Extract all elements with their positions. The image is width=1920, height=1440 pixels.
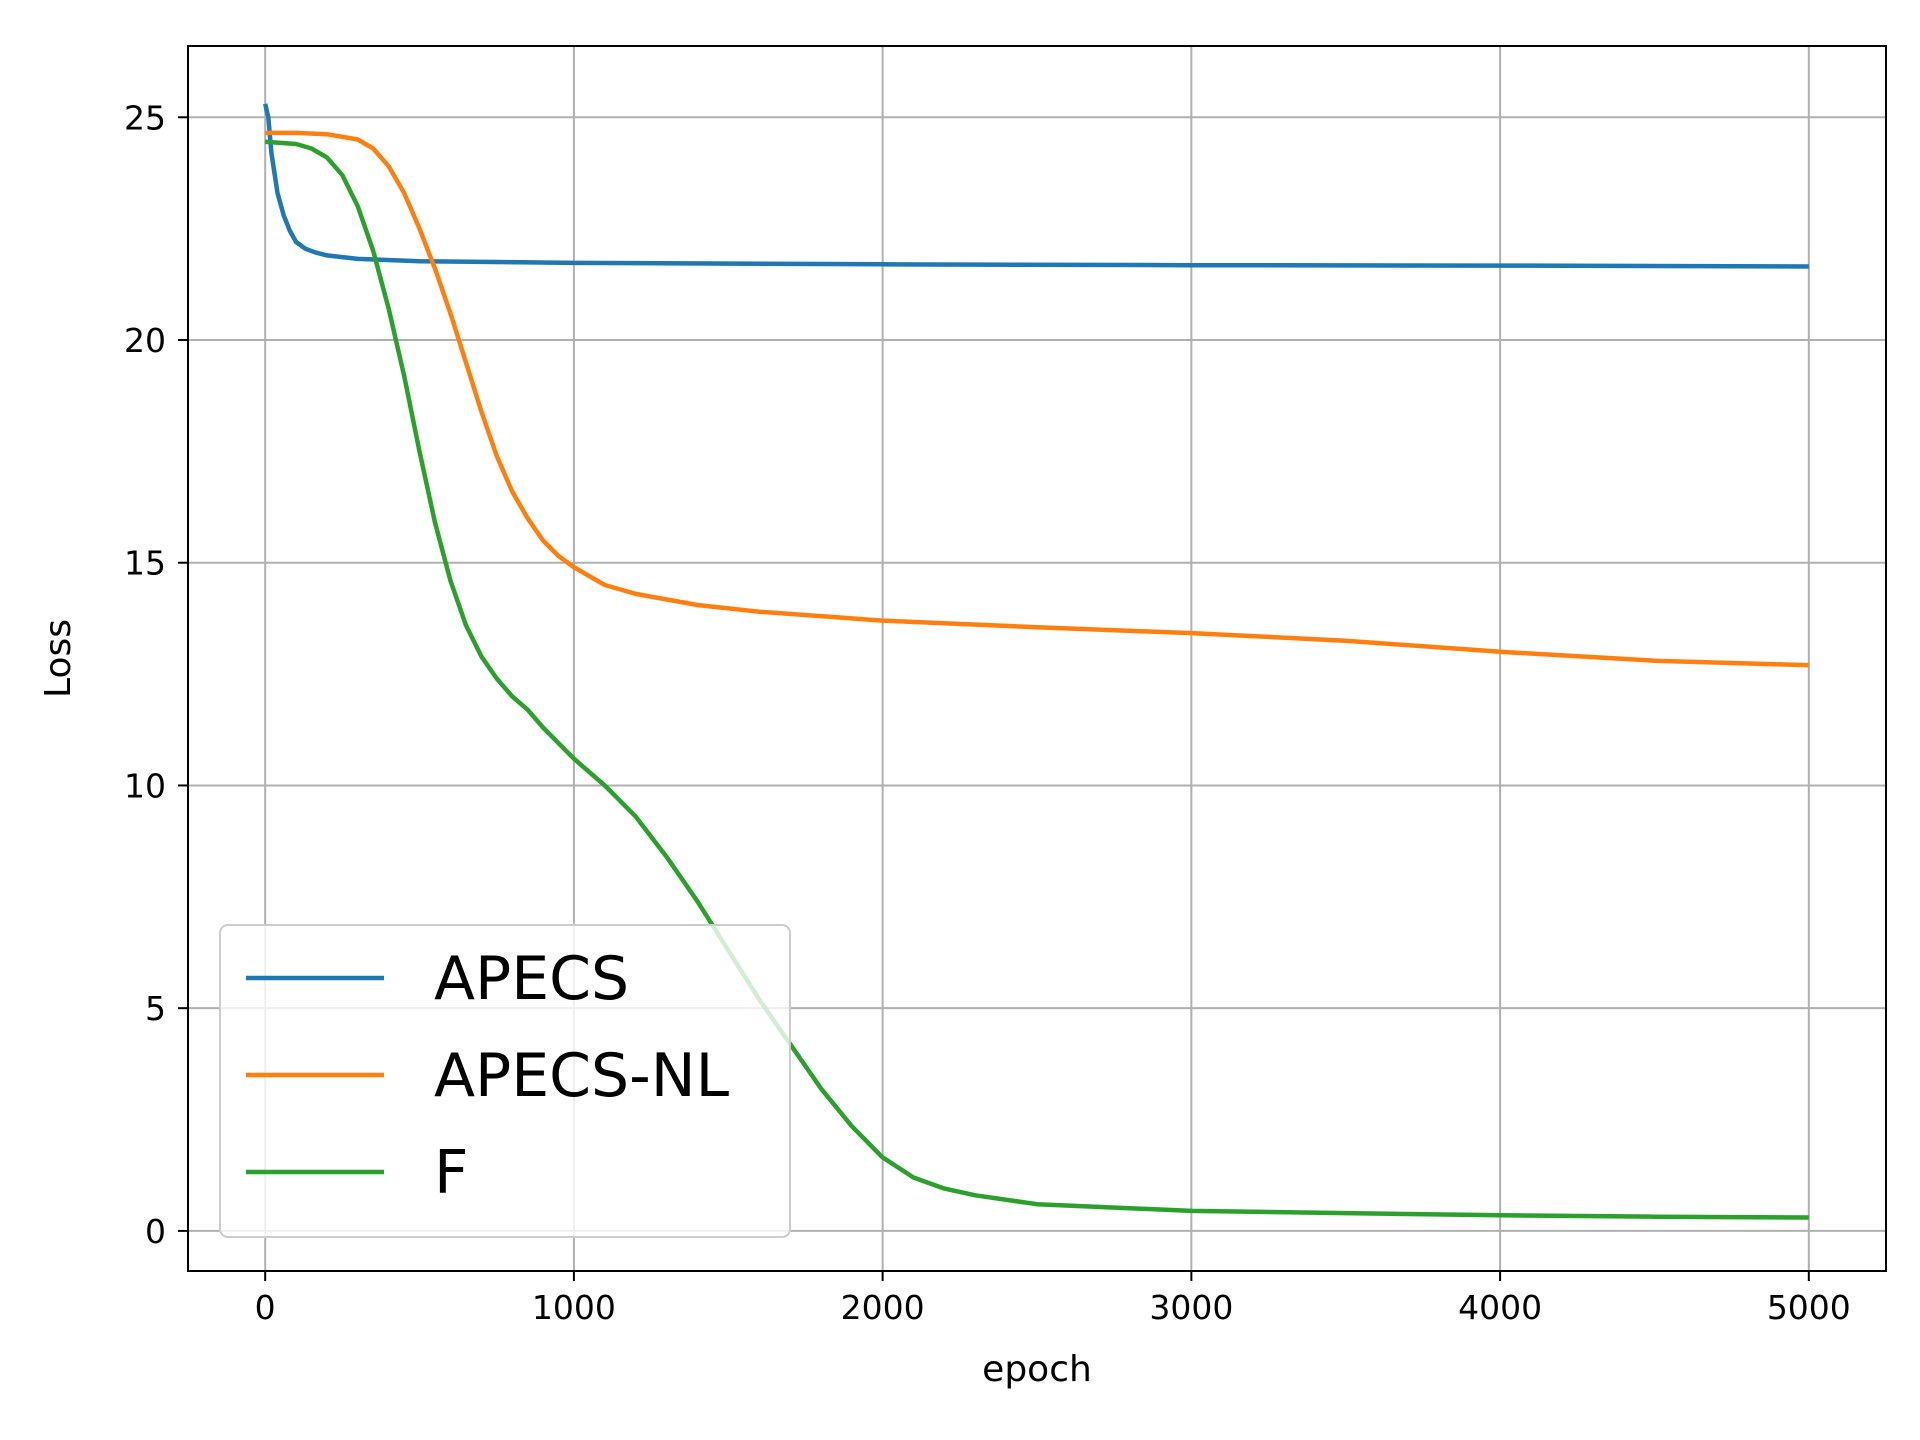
x-axis-label: epoch <box>982 1349 1092 1390</box>
legend-label: F <box>434 1138 469 1208</box>
legend-box <box>219 924 791 1238</box>
x-tick-label: 1000 <box>532 1288 616 1327</box>
y-tick-label: 5 <box>145 989 166 1028</box>
y-tick-label: 10 <box>124 766 166 805</box>
series-layer <box>263 103 1809 1220</box>
series-line-f <box>265 139 1809 1220</box>
y-tick-label: 15 <box>124 544 166 583</box>
series-line-apecs-nl <box>265 130 1809 668</box>
x-tick-label: 2000 <box>841 1288 925 1327</box>
legend: APECS APECS-NL F <box>219 924 791 1238</box>
y-tick-label: 25 <box>124 98 166 137</box>
x-tick-label: 0 <box>255 1288 276 1327</box>
y-tick-label: 0 <box>145 1212 166 1251</box>
x-tick-label: 5000 <box>1767 1288 1851 1327</box>
y-tick-label: 20 <box>124 321 166 360</box>
legend-label: APECS-NL <box>434 1041 730 1111</box>
legend-label: APECS <box>434 944 629 1014</box>
x-tick-label: 3000 <box>1149 1288 1233 1327</box>
plot-frame <box>187 45 1887 1272</box>
axis-ticks: 0 1000 2000 3000 4000 5000 0 5 10 15 20 25 <box>124 98 1851 1327</box>
y-axis-label: Loss <box>38 619 79 698</box>
series-line-apecs <box>263 103 1809 269</box>
x-tick-label: 4000 <box>1458 1288 1542 1327</box>
